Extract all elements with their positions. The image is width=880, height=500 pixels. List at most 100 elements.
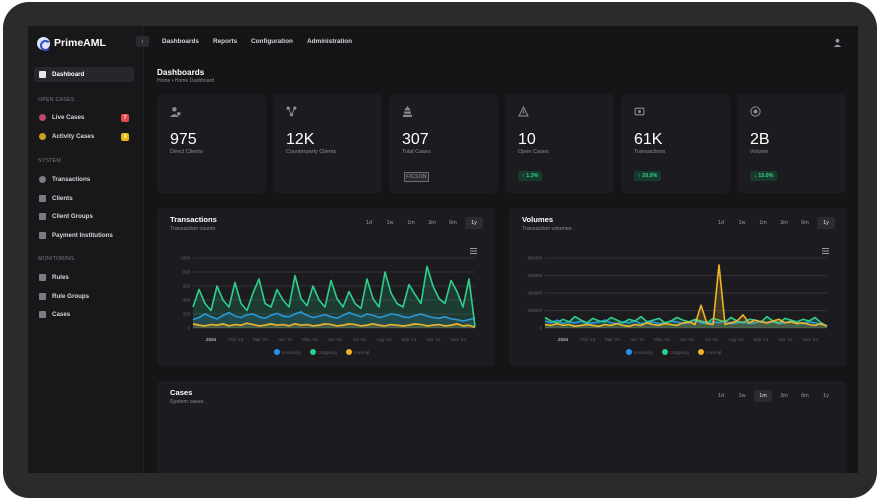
range-6m[interactable]: 6m [801, 220, 809, 226]
x-tick-label: Oct '24 [426, 337, 441, 342]
x-tick-label: Feb '24 [228, 337, 243, 342]
sidebar-item-label: Cases [52, 311, 71, 318]
legend-label: Internal [354, 350, 369, 355]
x-tick-label: Apr '24 [278, 337, 293, 342]
x-tick-label: Aug '24 [729, 337, 745, 342]
range-1d[interactable]: 1d [718, 393, 724, 399]
sidebar-item-label: Dashboard [52, 71, 85, 78]
x-tick-label: 2024 [206, 337, 217, 342]
user-avatar-icon[interactable] [833, 38, 842, 47]
range-1m[interactable]: 1m [754, 390, 772, 402]
range-selector: 1d 1w 1m 3m 6m 1y [712, 217, 835, 229]
transactions-chart[interactable]: 0 200 400 600 800 1000 2024 Feb '24 Mar '24 Apr '… [157, 208, 495, 366]
range-selector: 1d 1w 1m 3m 6m 1y [360, 217, 483, 229]
range-3m[interactable]: 3m [428, 220, 436, 226]
kpi-card-direct-clients[interactable]: 975 Direct Clients [157, 94, 266, 193]
legend-label: Incoming [634, 350, 653, 355]
range-1w[interactable]: 1w [738, 220, 746, 226]
breadcrumb[interactable]: Home • Home Dashboard [157, 78, 215, 84]
kpi-value: 12K [286, 131, 315, 148]
range-1y[interactable]: 1y [465, 217, 483, 229]
range-6m[interactable]: 6m [449, 220, 457, 226]
y-tick-label: 800 [183, 270, 191, 275]
section-system: SYSTEM [38, 158, 61, 164]
sidebar-item-label: Activity Cases [52, 133, 95, 140]
sidebar-item-label: Client Groups [52, 213, 93, 220]
panel-title: Transactions [170, 215, 217, 224]
legend-label: Incoming [282, 350, 301, 355]
panel-subtitle: System cases [170, 399, 204, 405]
sidebar-item-client-groups[interactable]: Client Groups [34, 209, 134, 224]
sidebar-item-transactions[interactable]: Transactions [34, 172, 134, 187]
y-tick-label: 800000 [528, 256, 543, 261]
legend-marker [698, 349, 704, 355]
range-6m[interactable]: 6m [801, 393, 809, 399]
sidebar-item-payment-institutions[interactable]: Payment Institutions [34, 228, 134, 243]
series-line-outgoing [544, 315, 828, 327]
range-3m[interactable]: 3m [780, 393, 788, 399]
panel-title: Cases [170, 388, 193, 397]
y-tick-label: 200000 [528, 308, 543, 313]
range-1m[interactable]: 1m [759, 220, 767, 226]
range-1w[interactable]: 1w [386, 220, 394, 226]
cases-panel: Cases System cases 1d 1w 1m 3m 6m 1y [157, 381, 847, 473]
y-tick-label: 400000 [528, 291, 543, 296]
kpi-card-total-cases[interactable]: 307 Total Cases FICSON [389, 94, 498, 193]
transactions-panel: Transactions Transaction counts 1d 1w 1m… [157, 208, 495, 366]
x-tick-label: May '24 [302, 337, 318, 342]
topnav-reports[interactable]: Reports [213, 38, 238, 45]
kpi-card-open-cases[interactable]: 10 Open Cases ↑ 1.3% [505, 94, 614, 193]
live-cases-badge: 7 [121, 113, 129, 122]
sidebar-item-clients[interactable]: Clients [34, 191, 134, 206]
kpi-card-volume[interactable]: 2B Volume ↓ 15.0% [737, 94, 846, 193]
topnav-administration[interactable]: Administration [307, 38, 353, 45]
brand-name: PrimeAML [54, 37, 106, 49]
kpi-change-badge: ↑ 1.3% [518, 171, 543, 181]
kpi-card-counterparty-clients[interactable]: 12K Counterparty Clients [273, 94, 382, 193]
users-icon [39, 213, 46, 220]
series-line-incoming [544, 319, 828, 327]
range-1d[interactable]: 1d [366, 220, 372, 226]
volumes-panel: Volumes Transaction volumes 1d 1w 1m 3m … [509, 208, 847, 366]
sidebar-item-live-cases[interactable]: Live Cases 7 [34, 110, 134, 125]
range-1w[interactable]: 1w [738, 393, 746, 399]
sidebar-item-dashboard[interactable]: Dashboard [34, 67, 134, 82]
range-1m[interactable]: 1m [407, 220, 415, 226]
topnav-dashboards[interactable]: Dashboards [162, 38, 199, 45]
chart-menu-icon[interactable] [470, 248, 477, 254]
sidebar-item-label: Clients [52, 195, 73, 202]
kpi-value: 307 [402, 131, 429, 148]
collapse-sidebar-button[interactable]: ‹ [136, 36, 149, 47]
x-tick-label: Jun '24 [679, 337, 694, 342]
chart-menu-icon[interactable] [822, 248, 829, 254]
sidebar-item-activity-cases[interactable]: Activity Cases 3 [34, 129, 134, 144]
topnav-configuration[interactable]: Configuration [251, 38, 293, 45]
transfer-icon [634, 107, 645, 116]
money-icon [750, 106, 761, 117]
range-1y[interactable]: 1y [823, 393, 829, 399]
range-3m[interactable]: 3m [780, 220, 788, 226]
kpi-value: 2B [750, 131, 770, 148]
range-1d[interactable]: 1d [718, 220, 724, 226]
sidebar-item-rules[interactable]: Rules [34, 270, 134, 285]
user-icon [39, 195, 46, 202]
legend-marker [346, 349, 352, 355]
kpi-change-badge: ↑ 20.0% [634, 171, 662, 181]
rule-groups-icon [39, 293, 46, 300]
kpi-change-badge: ↓ 15.0% [750, 171, 778, 181]
kpi-label: Total Cases [402, 149, 431, 155]
sidebar-item-label: Rules [52, 274, 69, 281]
series-area-outgoing [193, 266, 475, 328]
sidebar-item-rule-groups[interactable]: Rule Groups [34, 289, 134, 304]
kpi-label: Direct Clients [170, 149, 203, 155]
kpi-card-transactions[interactable]: 61K Transactions ↑ 20.0% [621, 94, 730, 193]
sidebar-item-label: Payment Institutions [52, 232, 113, 239]
range-1y[interactable]: 1y [817, 217, 835, 229]
sidebar-item-label: Rule Groups [52, 293, 90, 300]
folder-icon [39, 311, 46, 318]
range-selector: 1d 1w 1m 3m 6m 1y [712, 390, 835, 402]
legend-label: Outgoing [670, 350, 689, 355]
brand[interactable]: PrimeAML [37, 35, 106, 51]
volumes-chart[interactable]: 0 200000 400000 600000 800000 2024 Feb '24 Mar … [509, 208, 847, 366]
sidebar-item-cases[interactable]: Cases [34, 307, 134, 322]
